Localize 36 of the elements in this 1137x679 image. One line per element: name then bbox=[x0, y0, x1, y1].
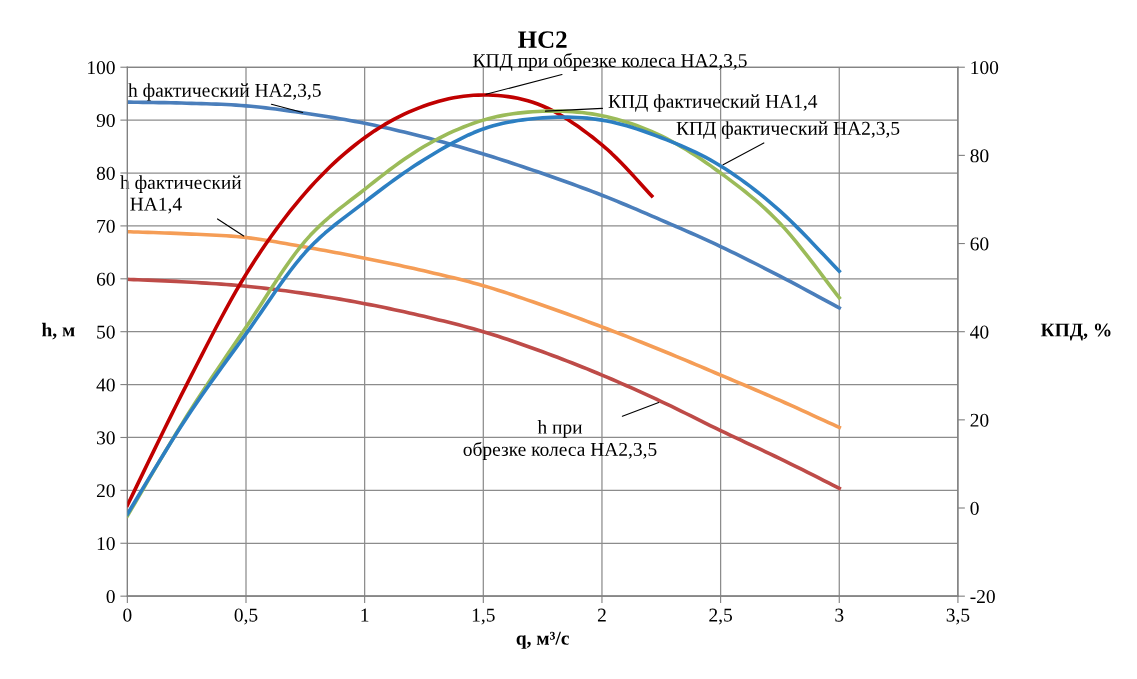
y2-tick-label: 80 bbox=[970, 149, 989, 163]
y2-tick-label: 40 bbox=[970, 325, 989, 339]
y-tick-label: 40 bbox=[96, 378, 115, 392]
series-label: КПД при обрезке колеса НА2,3,5 bbox=[473, 52, 747, 72]
y2-tick-label: -20 bbox=[970, 589, 995, 604]
y-tick-label: 100 bbox=[88, 61, 115, 75]
series-label: h при обрезке колеса НА2,3,5 bbox=[463, 420, 657, 460]
y-tick-label: 0 bbox=[106, 589, 115, 604]
series-label: h фактический НА1,4 bbox=[120, 175, 242, 214]
x-tick-label: 2,5 bbox=[709, 608, 733, 625]
x-axis-title: q, м³/с bbox=[516, 631, 569, 649]
y2-tick-label: 0 bbox=[970, 501, 979, 515]
y2-tick-label: 20 bbox=[970, 413, 989, 427]
x-tick-label: 2 bbox=[597, 608, 606, 622]
series-label: КПД фактический НА2,3,5 bbox=[676, 121, 900, 139]
y-tick-label: 90 bbox=[96, 113, 115, 128]
x-tick-label: 3 bbox=[835, 608, 844, 622]
y2-tick-label: 100 bbox=[971, 61, 999, 75]
x-tick-label: 0 bbox=[123, 608, 132, 622]
y-tick-label: 20 bbox=[96, 484, 115, 498]
y2-tick-label: 60 bbox=[970, 237, 989, 251]
x-tick-label: 0,5 bbox=[234, 608, 258, 625]
y-tick-label: 50 bbox=[97, 325, 115, 339]
chart-title: НС2 bbox=[518, 31, 567, 49]
y-tick-label: 30 bbox=[97, 431, 115, 445]
y-tick-label: 10 bbox=[97, 537, 115, 551]
y-tick-label: 70 bbox=[97, 219, 115, 233]
y2-axis-title: КПД, % bbox=[1040, 323, 1111, 341]
series-label: h фактический НА2,3,5 bbox=[128, 83, 321, 101]
y-tick-label: 80 bbox=[96, 166, 115, 180]
x-tick-label: 1,5 bbox=[472, 608, 495, 625]
y-axis-title: h, м bbox=[41, 322, 75, 340]
series-label: КПД фактический НА1,4 bbox=[608, 94, 818, 112]
x-tick-label: 3,5 bbox=[946, 608, 970, 625]
x-tick-label: 1 bbox=[361, 608, 369, 622]
y-tick-label: 60 bbox=[96, 272, 115, 286]
